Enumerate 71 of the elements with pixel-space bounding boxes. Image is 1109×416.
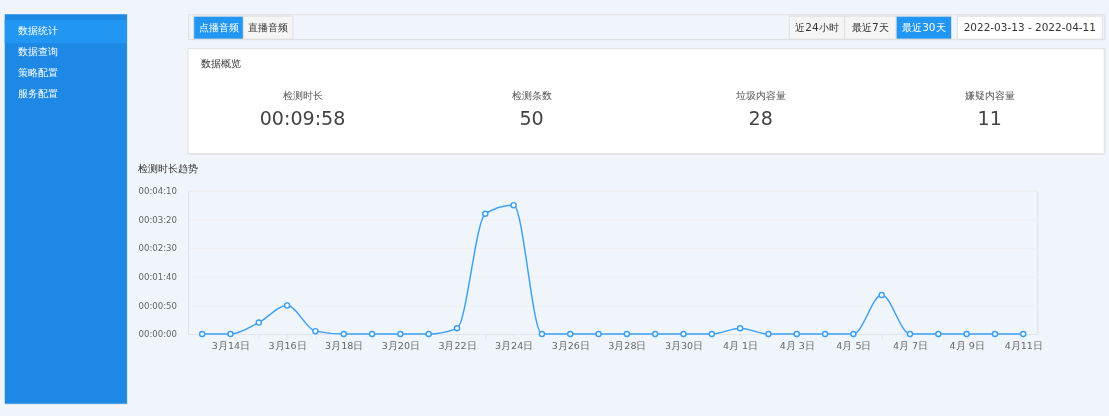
text: 最近30天 bbox=[902, 20, 946, 33]
y-tick-label: 00:02:30 bbox=[138, 243, 178, 254]
point bbox=[680, 330, 687, 338]
chart-title: 检测时长趋势 bbox=[137, 161, 198, 174]
y-tick-label: 00:03:20 bbox=[138, 214, 178, 225]
point bbox=[878, 291, 885, 299]
point bbox=[850, 330, 857, 338]
point bbox=[793, 330, 800, 338]
y-tick-label: 00:00:00 bbox=[138, 329, 178, 340]
x-tick-label: 4月 9日 bbox=[949, 339, 985, 351]
text: 数据概览 bbox=[201, 56, 242, 69]
x-tick-label: 3月16日 bbox=[268, 339, 307, 351]
x-tick-label: 4月 1日 bbox=[723, 339, 759, 351]
x-tick-label: 3月22日 bbox=[438, 339, 477, 351]
text: 28 bbox=[748, 107, 773, 130]
point bbox=[765, 330, 772, 338]
point bbox=[255, 319, 263, 326]
text: 00:09:58 bbox=[259, 107, 346, 130]
point bbox=[991, 330, 999, 338]
point bbox=[963, 330, 970, 338]
text: 近24小时 bbox=[795, 20, 839, 33]
point bbox=[312, 327, 319, 335]
text: 数据统计 bbox=[18, 24, 59, 37]
x-tick-label: 3月14日 bbox=[211, 339, 251, 351]
text: 检测条数 bbox=[511, 89, 552, 102]
point bbox=[821, 330, 829, 338]
point bbox=[1020, 330, 1027, 338]
x-tick-label: 3月20日 bbox=[381, 339, 420, 351]
text: 数据查询 bbox=[18, 45, 59, 58]
point bbox=[736, 325, 744, 332]
text: 策略配置 bbox=[18, 66, 59, 79]
point bbox=[198, 330, 206, 338]
point bbox=[397, 330, 404, 338]
point bbox=[283, 302, 291, 309]
text: 2022-03-13 - 2022-04-11 bbox=[963, 20, 1096, 33]
text: 检测时长 bbox=[282, 89, 323, 102]
text: 50 bbox=[519, 107, 544, 130]
point bbox=[935, 330, 942, 338]
point bbox=[595, 330, 602, 338]
point bbox=[651, 330, 659, 338]
text: 直播音频 bbox=[248, 20, 289, 33]
x-tick-label: 4月 5日 bbox=[836, 339, 872, 351]
x-tick-label: 4月11日 bbox=[1004, 339, 1043, 351]
y-tick-label: 00:01:40 bbox=[138, 272, 178, 283]
text: 点播音频 bbox=[198, 20, 239, 33]
point bbox=[425, 330, 432, 338]
text: 垃圾内容量 bbox=[734, 89, 786, 102]
point bbox=[906, 330, 914, 338]
point bbox=[623, 330, 631, 338]
x-tick-label: 4月 3日 bbox=[779, 339, 815, 351]
text: 11 bbox=[977, 107, 1002, 130]
text: 最近7天 bbox=[852, 20, 889, 33]
y-tick-label: 00:00:50 bbox=[138, 300, 178, 311]
x-tick-label: 3月26日 bbox=[551, 339, 590, 351]
x-tick-label: 3月18日 bbox=[325, 339, 364, 351]
point bbox=[227, 330, 234, 338]
point bbox=[453, 325, 461, 332]
point bbox=[482, 210, 489, 218]
x-tick-label: 3月24日 bbox=[495, 339, 534, 351]
point bbox=[368, 330, 376, 338]
point bbox=[538, 330, 546, 338]
point bbox=[708, 330, 716, 338]
x-tick-label: 3月28日 bbox=[608, 339, 647, 351]
text: 嫌疑内容量 bbox=[964, 89, 1015, 102]
point bbox=[567, 330, 574, 338]
text: 服务配置 bbox=[18, 87, 59, 100]
point bbox=[340, 330, 347, 338]
x-tick-label: 4月 7日 bbox=[892, 339, 929, 351]
point bbox=[510, 201, 517, 209]
y-tick-label: 00:04:10 bbox=[138, 186, 178, 197]
x-tick-label: 3月30日 bbox=[664, 339, 704, 351]
